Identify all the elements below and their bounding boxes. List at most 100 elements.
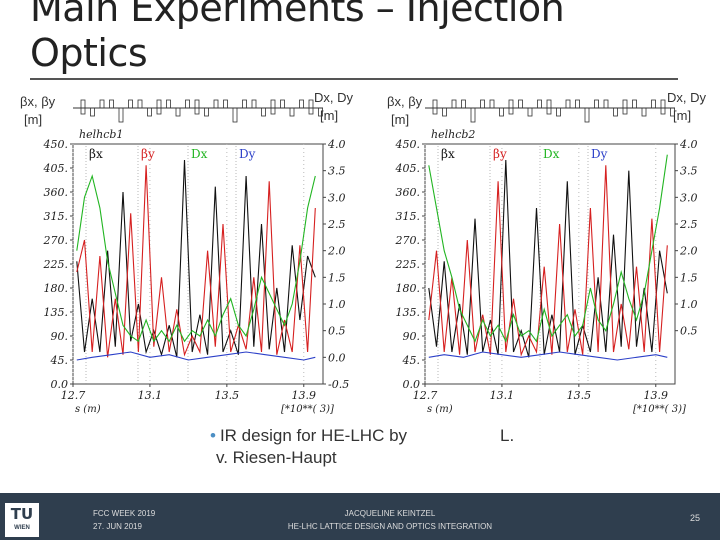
tu-wien-logo: TU WIEN [5,503,39,537]
y-tick-label-right: 3.5 [328,165,346,178]
y-tick-label-right: 1.0 [680,298,698,311]
footer-bar [0,493,720,540]
magnet-element [527,107,533,117]
footer-event-name: FCC WEEK 2019 [93,509,156,518]
footer-date: 27. JUN 2019 [93,522,142,531]
y-axis-label-left-unit: [m] [24,112,42,127]
y-axis-label-right-unit: [m] [673,108,691,123]
x-tick-label: 13.9 [292,389,317,402]
magnet-element [594,99,599,109]
y-tick-label-right: 1.0 [328,298,346,311]
legend-entry: Dy [239,147,256,161]
y-tick-label-left: 90. [403,330,421,343]
y-tick-label-right: 4.0 [679,138,698,151]
x-axis-label: s (m) [427,404,453,415]
y-tick-label-left: 0.0 [51,378,69,391]
y-tick-label-left: 135. [396,306,421,319]
magnet-element [318,107,323,117]
magnet-element [109,99,114,109]
magnet-element [204,107,209,117]
x-tick-label: 13.9 [644,389,669,402]
magnet-element [641,107,647,117]
series-line-disp-x [428,154,668,343]
magnet-element [90,107,95,117]
legend-entry: βx [441,147,455,161]
y-tick-label-left: 270. [395,234,421,247]
y-tick-label-left: 90. [51,330,69,343]
magnet-element [613,107,618,117]
magnet-element [185,99,190,109]
magnet-element [442,107,447,117]
y-axis-label-left: βx, βy [387,94,423,109]
x-tick-label: 13.1 [138,389,163,402]
magnet-element [451,99,457,109]
bullet-text: IR design for HE-LHC by [219,426,408,445]
y-tick-label-right: 2.5 [679,218,698,231]
logo-tu-text: TU [10,505,34,523]
x-tick-label: 13.5 [215,389,240,402]
y-tick-label-right: 3.0 [680,191,698,204]
magnet-element [299,99,304,109]
magnet-element [80,99,86,115]
footer-talk-title: HE-LHC LATTICE DESIGN AND OPTICS INTEGRA… [287,522,493,531]
y-tick-label-left: 45. [50,354,69,367]
magnet-element [461,99,466,109]
y-tick-label-right: 0.5 [328,325,346,338]
y-tick-label-right: 3.0 [328,191,346,204]
magnet-element [270,99,276,115]
y-tick-label-right: 4.0 [327,138,346,151]
y-tick-label-left: 405. [43,162,69,175]
series-line-disp-y [76,351,316,361]
series-line-beta-y [76,165,316,358]
magnet-element [556,107,561,117]
x-tick-label: 12.7 [413,389,438,402]
y-tick-label-left: 180. [44,282,69,295]
magnet-element [223,99,228,109]
series-line-beta-y [428,165,668,357]
magnet-element [166,99,171,109]
y-tick-label-left: 270. [43,234,69,247]
y-tick-label-right: 2.0 [327,245,346,258]
plot-frame [424,143,676,385]
slide-title-line2: Optics [30,31,148,75]
optics-plot-beam1: helhcb1 βx, βy [m] Dx, Dy [m] 0.0 45. 90. 135. 18… [20,90,354,415]
magnet-element [261,107,266,117]
magnet-element [308,99,314,115]
magnet-element [575,99,580,109]
y-tick-label-right: -0.5 [328,378,349,391]
plot-title: helhcb2 [431,128,475,141]
y-tick-label-left: 135. [44,306,69,319]
magnet-element [194,99,200,115]
series-line-disp-y [428,351,668,361]
magnet-element [470,107,476,123]
magnet-element [518,99,523,109]
magnet-element [489,99,495,109]
optics-plot-beam2: helhcb2 βx, βy [m] Dx, Dy [m] 0.0 45. 90. 135. 18… [387,90,707,415]
y-tick-label-left: 360. [396,186,421,199]
y-tick-label-right: 3.5 [680,165,698,178]
magnet-element [175,107,181,117]
y-tick-label-left: 450. [395,138,421,151]
legend-entry: Dx [543,147,560,161]
magnet-element [156,99,162,115]
slide-title-line1: Main Experiments – Injection [30,0,565,30]
y-tick-label-left: 45. [402,354,421,367]
series-line-beta-x [76,159,316,358]
y-tick-label-right: 2.0 [679,245,698,258]
magnet-element [213,99,219,109]
y-tick-label-left: 450. [43,138,69,151]
logo-wien-text: WIEN [14,525,30,531]
series-line-disp-x [76,174,316,343]
magnet-element [546,99,552,115]
x-tick-label: 13.1 [490,389,515,402]
page-number: 25 [690,513,701,523]
magnet-element [670,107,675,117]
magnet-element [632,99,637,109]
bullet-point: • IR design for HE-LHC by L. v. Riesen-Ha… [210,425,570,469]
magnet-element [480,99,485,109]
magnet-element [99,99,105,109]
y-tick-label-left: 315. [44,210,69,223]
legend-entry: βy [493,147,507,161]
y-axis-label-right-unit: [m] [320,108,338,123]
y-tick-label-left: 180. [396,282,421,295]
